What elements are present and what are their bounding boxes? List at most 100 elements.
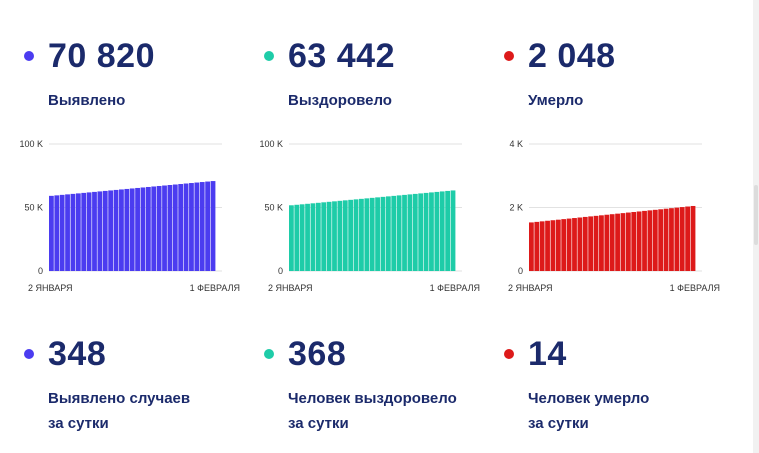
recovered-bar (359, 198, 364, 271)
died-bar (674, 207, 680, 271)
detected-bar (167, 185, 173, 271)
died-bar (642, 210, 647, 271)
detected-bar (194, 182, 200, 271)
recovered-bar (299, 204, 305, 271)
detected-bar (81, 192, 87, 271)
died-bar (658, 209, 664, 271)
recovered-bar (445, 190, 451, 271)
detected-bar (205, 181, 211, 271)
recovered-bar (380, 196, 386, 271)
died-bar (599, 215, 604, 271)
daily-detected-value: 348 (48, 335, 107, 373)
recovered-bar (396, 195, 402, 271)
chart-detected: 0 50 K 100 K 2 ЯНВАРЯ 1 ФЕВРАЛЯ (8, 136, 248, 296)
recovered-bar (321, 202, 327, 271)
died-bar (577, 217, 583, 271)
recovered-bar (332, 201, 337, 271)
died-bar (647, 210, 653, 271)
daily-recovered-dot (264, 349, 274, 359)
recovered-bar (423, 192, 429, 271)
died-bar (555, 219, 561, 271)
detected-bar (124, 188, 130, 271)
died-bar (631, 212, 637, 271)
recovered-bar (353, 199, 359, 271)
daily-recovered-label-line1: Человек выздоровело (288, 390, 457, 407)
scrollbar-thumb[interactable] (754, 185, 758, 245)
recovered-y-tick-label: 100 K (259, 139, 283, 149)
died-bar (588, 216, 594, 271)
daily-died-label-line2: за сутки (528, 415, 589, 432)
recovered-bar (412, 193, 418, 271)
recovered-dot (264, 51, 274, 61)
detected-bar (119, 189, 124, 271)
detected-bar (156, 185, 162, 271)
chart-died-svg: 0 2 K 4 K 2 ЯНВАРЯ 1 ФЕВРАЛЯ (508, 139, 720, 293)
recovered-bar (315, 202, 321, 271)
detected-dot (24, 51, 34, 61)
detected-bar (162, 185, 167, 271)
died-bar (620, 213, 626, 271)
daily-died-value: 14 (528, 335, 567, 373)
chart-recovered: 0 50 K 100 K 2 ЯНВАРЯ 1 ФЕВРАЛЯ (248, 136, 488, 296)
detected-bar (54, 195, 60, 271)
died-dot (504, 51, 514, 61)
died-bar (572, 218, 577, 271)
recovered-bar (429, 192, 434, 271)
died-bar (529, 222, 534, 271)
died-label: Умерло (528, 92, 584, 109)
recovered-bar (326, 201, 332, 271)
died-bar (550, 220, 556, 271)
detected-bar (135, 187, 140, 271)
detected-bar (65, 194, 70, 271)
detected-x-end-label: 1 ФЕВРАЛЯ (190, 283, 240, 293)
detected-bar (70, 193, 76, 271)
recovered-x-end-label: 1 ФЕВРАЛЯ (430, 283, 480, 293)
died-total: 2 048 (528, 37, 616, 75)
died-bar (625, 212, 631, 271)
died-bar (685, 206, 691, 271)
detected-bar (75, 193, 81, 271)
recovered-bar (294, 204, 300, 271)
detected-bar (140, 187, 146, 271)
chart-died: 0 2 K 4 K 2 ЯНВАРЯ 1 ФЕВРАЛЯ (488, 136, 728, 296)
recovered-bar (375, 197, 380, 271)
died-x-start-label: 2 ЯНВАРЯ (508, 283, 553, 293)
recovered-label: Выздоровело (288, 92, 392, 109)
detected-y-tick-label: 50 K (24, 203, 43, 213)
detected-y-tick-label: 100 K (19, 139, 43, 149)
recovered-bar (342, 200, 348, 271)
recovered-bar (407, 194, 413, 271)
died-bar (652, 209, 658, 271)
recovered-bar (348, 199, 354, 271)
recovered-x-start-label: 2 ЯНВАРЯ (268, 283, 313, 293)
detected-bar (151, 186, 157, 271)
died-bar (669, 208, 674, 271)
detected-bar (49, 195, 54, 271)
daily-detected-label-line1: Выявлено случаев (48, 390, 191, 407)
detected-bar (178, 184, 184, 271)
chart-recovered-svg: 0 50 K 100 K 2 ЯНВАРЯ 1 ФЕВРАЛЯ (259, 139, 480, 293)
detected-bar (92, 191, 97, 271)
detected-bar (86, 192, 92, 271)
recovered-bar (289, 205, 294, 271)
detected-y-tick-label: 0 (38, 266, 43, 276)
daily-detected-dot (24, 349, 34, 359)
detected-bar (102, 190, 108, 271)
recovered-bar (434, 191, 440, 271)
detected-total: 70 820 (48, 37, 155, 75)
detected-bar (97, 191, 103, 271)
detected-bar (108, 190, 114, 271)
recovered-bar (364, 198, 370, 271)
died-bar (582, 216, 588, 271)
died-bar (615, 213, 620, 271)
died-x-end-label: 1 ФЕВРАЛЯ (670, 283, 720, 293)
detected-bar (113, 189, 119, 271)
died-bar (539, 221, 545, 271)
died-y-tick-label: 2 K (509, 203, 523, 213)
detected-bar (183, 183, 189, 271)
died-y-tick-label: 0 (518, 266, 523, 276)
detected-bar (172, 184, 178, 271)
recovered-bar (418, 193, 424, 271)
died-bar (566, 218, 572, 271)
recovered-y-tick-label: 50 K (264, 203, 283, 213)
